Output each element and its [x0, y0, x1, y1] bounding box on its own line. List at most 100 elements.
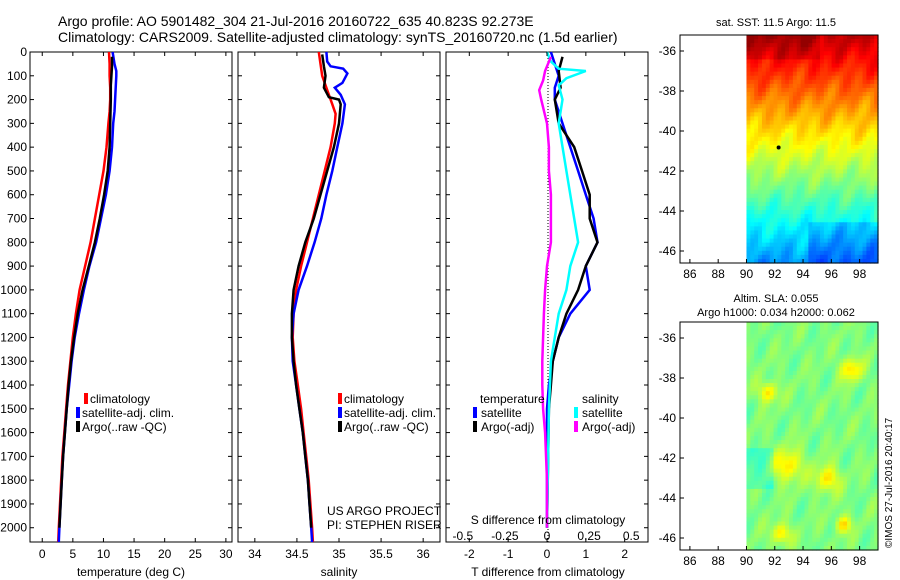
sla_map-cell [796, 411, 802, 417]
sst_map-cell [800, 169, 806, 175]
temperature-ytick-label: 300 [7, 116, 27, 130]
sst_map-cell [839, 75, 844, 81]
sla_map-cell [862, 517, 867, 523]
sst_map-cell [831, 83, 837, 89]
sla_map-cell [831, 415, 837, 421]
sla_map-cell [746, 358, 751, 364]
sst_map-cell [850, 100, 856, 105]
sst_map-cell [847, 258, 852, 264]
sst_map-cell [758, 210, 763, 215]
sla_map-cell [765, 509, 771, 514]
sla_map-cell [858, 456, 864, 462]
sst_map-cell [761, 153, 767, 158]
sla_map-cell [769, 427, 775, 433]
sst_map-cell [816, 104, 821, 109]
sla_map-cell [850, 444, 856, 449]
sst_map-cell [769, 185, 775, 191]
sla_map-cell [870, 464, 875, 470]
sla_map-cell [858, 411, 864, 417]
sla_map-cell [804, 464, 809, 470]
sla_map-cell [769, 509, 775, 514]
sla_map-cell [804, 533, 809, 539]
sla_map-cell [839, 322, 844, 327]
sla_map-cell [819, 505, 825, 510]
sla_map-cell [827, 472, 833, 478]
sla_map-cell [750, 505, 755, 510]
sst_map-cell [754, 128, 759, 134]
sst_map-cell [804, 234, 809, 240]
sst_map-cell [785, 218, 790, 223]
sst_map-cell [831, 132, 837, 138]
sst_map-cell [816, 230, 821, 236]
sst_map-cell [765, 124, 771, 130]
sst_map-cell [843, 250, 848, 256]
sla_map-cell [777, 419, 782, 425]
sla_map-cell [758, 346, 763, 352]
sst_map-cell [804, 210, 809, 215]
sst_map-cell [789, 177, 794, 183]
sst_map-cell [792, 128, 798, 134]
sst_map-cell [827, 238, 833, 244]
sst_map-cell [850, 254, 856, 260]
sst_map-cell [750, 55, 755, 61]
sla_map-cell [862, 460, 867, 466]
sla_map-cell [792, 456, 798, 462]
sla_map-cell [785, 379, 790, 384]
sla_map-cell [796, 346, 802, 352]
sla_map-cell [847, 440, 852, 445]
sst_map-cell [874, 67, 879, 73]
sst_map-cell [870, 185, 875, 191]
sla_map-cell [785, 403, 790, 409]
sla_map-cell [746, 464, 751, 470]
sst_map-cell [858, 116, 864, 122]
sst_map-cell [750, 161, 755, 166]
sst_map-cell [823, 254, 829, 260]
sla_map-cell [874, 468, 879, 474]
sla_map-cell [854, 464, 860, 470]
sla_map-cell [808, 440, 813, 445]
sst_map-cell [812, 153, 817, 158]
sla_map-cell [831, 383, 837, 388]
sst_map-cell [858, 63, 864, 69]
sla_map-cell [831, 513, 837, 519]
sla_map-cell [804, 521, 809, 527]
sst_map-cell [843, 254, 848, 260]
sst_map-cell [831, 201, 837, 207]
sst_map-cell [785, 254, 790, 260]
sst_map-cell [750, 43, 755, 48]
sst_map-cell [835, 201, 840, 207]
sla_map-cell [769, 444, 775, 449]
sla_map-cell [843, 464, 848, 470]
sla_map-cell [866, 379, 871, 384]
sla_map-cell [800, 431, 806, 437]
sla_map-cell [750, 476, 755, 482]
sla_map-cell [870, 415, 875, 421]
sla_map-cell [789, 391, 794, 396]
sla_map-cell [785, 391, 790, 396]
sst_map-cell [812, 55, 817, 61]
sst_map-cell [816, 177, 821, 183]
sst_map-cell [862, 165, 867, 170]
sst_map-cell [835, 149, 840, 154]
sst_map-cell [754, 71, 759, 77]
sla_map-cell [777, 440, 782, 445]
sst_map-cell [843, 153, 848, 158]
sla_map-cell [750, 529, 755, 535]
sst_map-cell [792, 79, 798, 85]
sst_map-cell [866, 63, 871, 69]
sla_map-cell [843, 326, 848, 331]
sst_map-cell [850, 242, 856, 248]
sst_map-cell [843, 144, 848, 150]
sla_map-cell [765, 476, 771, 482]
sla_map-cell [789, 411, 794, 417]
sla_map-cell [808, 374, 813, 380]
legend-header-temperature: temperature [480, 392, 545, 406]
sla_map-cell [792, 436, 798, 441]
sla_map-cell [870, 529, 875, 535]
sst_map-ytick-label: -38 [659, 84, 677, 98]
sla_map-cell [773, 517, 779, 523]
sla_map-cell [812, 517, 817, 523]
sst_map-cell [862, 136, 867, 142]
sst_map-cell [792, 63, 798, 69]
sla_map-cell [761, 497, 767, 502]
